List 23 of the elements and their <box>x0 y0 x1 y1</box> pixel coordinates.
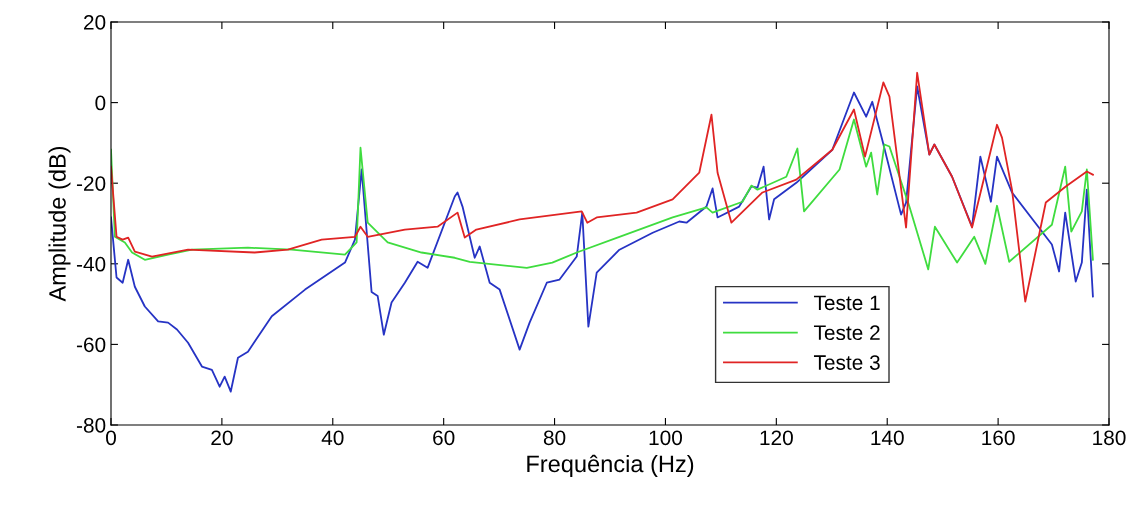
y-tick-label: 20 <box>84 15 106 30</box>
y-tick-label: 0 <box>95 95 106 111</box>
y-axis-title: Amplitude (dB) <box>48 146 71 302</box>
x-tick-label: 100 <box>649 430 683 446</box>
legend-label: Teste 1 <box>813 295 880 311</box>
x-tick-label: 140 <box>871 430 904 446</box>
y-tick-label: -80 <box>76 418 106 433</box>
y-tick-label: -60 <box>76 337 106 353</box>
x-tick-label: 80 <box>543 430 566 446</box>
x-tick-label: 160 <box>982 430 1015 446</box>
line-series <box>111 85 1094 393</box>
x-tick-label: 20 <box>211 430 233 446</box>
x-tick-label: 180 <box>1093 430 1126 446</box>
legend-label: Teste 2 <box>813 325 880 341</box>
x-tick-label: 0 <box>106 430 116 446</box>
y-tick-label: -20 <box>76 176 106 191</box>
x-tick-label: 60 <box>433 430 455 446</box>
x-tick-label: 120 <box>760 430 793 446</box>
x-axis-title: Frequência (Hz) <box>527 454 694 477</box>
line-series <box>111 118 1094 271</box>
x-tick-label: 40 <box>321 430 344 446</box>
legend-label: Teste 3 <box>813 355 880 370</box>
y-tick-label: -40 <box>76 256 106 272</box>
